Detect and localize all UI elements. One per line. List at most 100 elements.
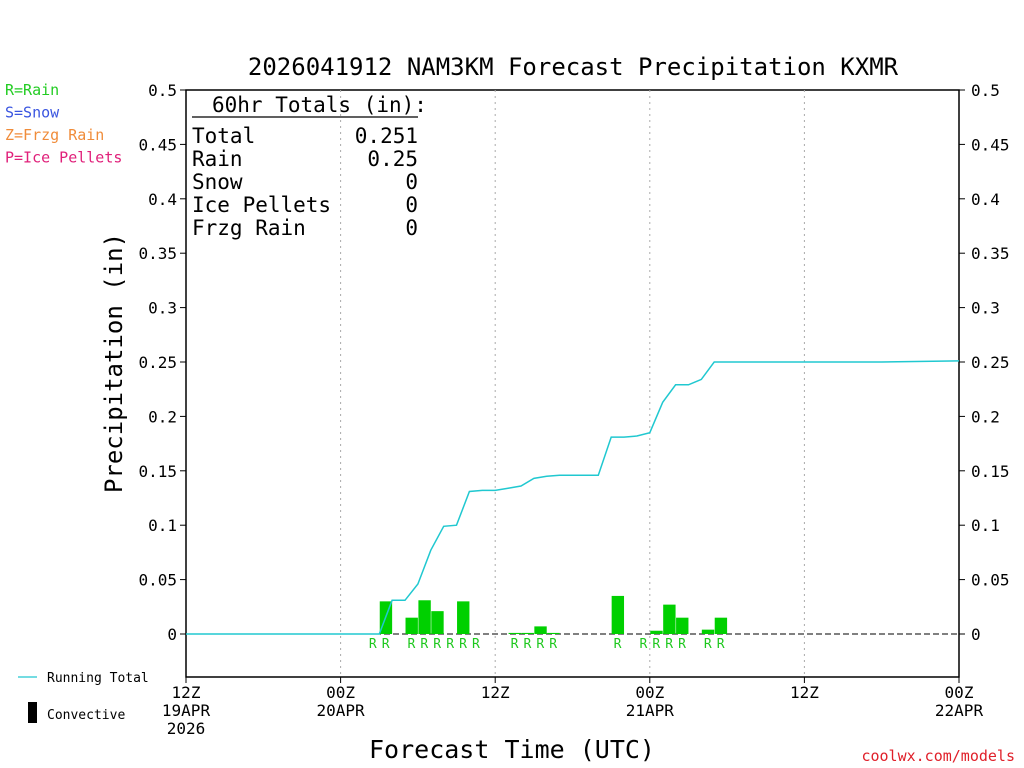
y-axis-label: Precipitation (in): [100, 233, 128, 493]
y-tick-label: 0.3: [148, 299, 177, 318]
ptype-legend-item: P=Ice Pellets: [5, 149, 122, 167]
chart-title: 2026041912 NAM3KM Forecast Precipitation…: [248, 53, 899, 81]
rain-mark: R: [382, 637, 390, 652]
rain-mark: R: [523, 637, 531, 652]
y-tick-label-right: 0.2: [971, 407, 1000, 426]
rain-mark: R: [549, 637, 557, 652]
precip-bar: [508, 632, 521, 634]
rain-mark: R: [717, 637, 725, 652]
precip-bar: [405, 617, 418, 634]
totals-row-value: 0: [405, 170, 418, 194]
y-tick-label: 0.45: [138, 135, 177, 154]
rain-mark: R: [420, 637, 428, 652]
x-tick-label: 00Z: [326, 683, 355, 702]
y-tick-label-right: 0.4: [971, 190, 1000, 209]
y-axis-left: 0.5 0.45 0.4 0.35 0.3 0.25 0.2 0.15 0.1 0.05 0: [138, 81, 186, 644]
precip-bar: [431, 611, 444, 634]
precip-bar: [611, 595, 625, 634]
x-tick-label: 12Z: [790, 683, 819, 702]
ptype-legend-item: Z=Frzg Rain: [5, 126, 104, 144]
rain-mark: R: [665, 637, 673, 652]
y-tick-label: 0.1: [148, 516, 177, 535]
rain-mark: R: [408, 637, 416, 652]
precip-bar: [418, 600, 431, 634]
y-tick-label-right: 0.3: [971, 299, 1000, 318]
rain-mark: R: [678, 637, 686, 652]
y-tick-label-right: 0.1: [971, 516, 1000, 535]
totals-row-label: Rain: [192, 147, 243, 171]
y-tick-label-right: 0: [971, 625, 981, 644]
y-tick-label: 0.5: [148, 81, 177, 100]
x-tick-label: 22APR: [935, 701, 984, 720]
y-tick-label-right: 0.25: [971, 353, 1010, 372]
rain-mark: R: [511, 637, 519, 652]
precip-bar: [714, 617, 728, 634]
source-credit: coolwx.com/models: [861, 747, 1015, 765]
totals-row-label: Snow: [192, 170, 243, 194]
rain-mark: R: [433, 637, 441, 652]
rain-mark: R: [704, 637, 712, 652]
totals-row-value: 0.25: [367, 147, 418, 171]
rain-mark: R: [614, 637, 622, 652]
precip-bar: [547, 632, 560, 634]
running-total-legend-label: Running Total: [47, 671, 149, 686]
convective-legend-swatch: [28, 702, 37, 723]
rain-mark: R: [472, 637, 480, 652]
totals-row-value: 0: [405, 216, 418, 240]
x-tick-label: 00Z: [635, 683, 664, 702]
plot-frame: [185, 89, 960, 678]
x-tick-label: 19APR: [162, 701, 211, 720]
ptype-legend-item: S=Snow: [5, 104, 60, 122]
vertical-gridlines: [340, 90, 805, 677]
y-tick-label: 0.4: [148, 190, 177, 209]
totals-row-label: Frzg Rain: [192, 216, 306, 240]
x-tick-label: 20APR: [317, 701, 366, 720]
y-tick-label: 0.05: [138, 571, 177, 590]
y-tick-label-right: 0.45: [971, 135, 1010, 154]
precip-bar: [701, 629, 715, 634]
totals-row-label: Ice Pellets: [192, 193, 331, 217]
precip-bars: [379, 595, 728, 634]
y-tick-label: 0.35: [138, 244, 177, 263]
ptype-legend: R=Rain S=Snow Z=Frzg Rain P=Ice Pellets: [5, 81, 122, 167]
totals-row-label: Total: [192, 124, 255, 148]
precip-bar: [663, 604, 676, 634]
series-legend: Running Total Convective: [18, 671, 149, 723]
y-tick-label-right: 0.35: [971, 244, 1010, 263]
totals-row-value: 0.251: [355, 124, 418, 148]
precip-bar: [534, 626, 547, 634]
x-tick-label: 00Z: [945, 683, 974, 702]
rain-mark: R: [446, 637, 454, 652]
x-tick-label: 21APR: [626, 701, 675, 720]
running-total-line: [186, 360, 960, 635]
y-tick-label-right: 0.5: [971, 81, 1000, 100]
precip-bar: [650, 630, 663, 634]
x-tick-label: 12Z: [481, 683, 510, 702]
totals-row-value: 0: [405, 193, 418, 217]
convective-legend-label: Convective: [47, 708, 125, 723]
y-tick-label-right: 0.05: [971, 571, 1010, 590]
precip-bar: [521, 632, 534, 634]
ptype-legend-item: R=Rain: [5, 81, 59, 99]
y-tick-label: 0.15: [138, 462, 177, 481]
x-tick-label: 2026: [167, 719, 206, 738]
precip-bar: [457, 601, 470, 634]
totals-heading: 60hr Totals (in):: [212, 93, 427, 117]
x-axis-label: Forecast Time (UTC): [369, 735, 655, 764]
y-tick-label: 0.25: [138, 353, 177, 372]
rain-mark: R: [536, 637, 544, 652]
rain-mark: R: [459, 637, 467, 652]
y-tick-label: 0: [167, 625, 177, 644]
y-axis-right: 0.5 0.45 0.4 0.35 0.3 0.25 0.2 0.15 0.1 0.05 0: [959, 81, 1010, 644]
rain-mark: R: [639, 637, 647, 652]
y-tick-label: 0.2: [148, 407, 177, 426]
rain-mark: R: [652, 637, 660, 652]
y-tick-label-right: 0.15: [971, 462, 1010, 481]
totals-box: 60hr Totals (in): Total 0.251 Rain 0.25 Snow…: [192, 93, 427, 240]
precip-bar: [676, 617, 689, 634]
rain-mark: R: [369, 637, 377, 652]
x-tick-label: 12Z: [172, 683, 201, 702]
